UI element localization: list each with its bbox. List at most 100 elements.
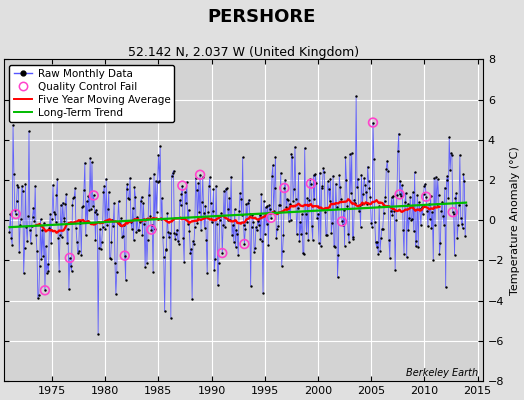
Point [433, 201, 441, 208]
Point [378, 226, 387, 232]
Point [172, 231, 180, 237]
Point [138, 232, 147, 238]
Point [14, 184, 23, 190]
Point [237, 211, 246, 218]
Point [444, 195, 453, 201]
Point [82, 232, 90, 238]
Point [233, 231, 242, 238]
Point [422, 194, 430, 200]
Point [321, 209, 329, 216]
Point [315, 240, 323, 246]
Point [197, 226, 205, 233]
Point [255, 212, 264, 218]
Y-axis label: Temperature Anomaly (°C): Temperature Anomaly (°C) [510, 146, 520, 294]
Point [439, 213, 447, 220]
Point [310, 196, 319, 202]
Point [307, 180, 315, 187]
Point [432, 174, 440, 180]
Point [266, 206, 275, 212]
Point [306, 176, 314, 182]
Point [10, 207, 19, 214]
Point [83, 218, 92, 224]
Text: PERSHORE: PERSHORE [208, 8, 316, 26]
Point [359, 191, 367, 197]
Point [64, 286, 73, 292]
Point [335, 172, 344, 178]
Point [200, 224, 209, 231]
Point [357, 172, 366, 178]
Point [257, 191, 266, 198]
Point [313, 215, 321, 222]
Point [90, 192, 98, 199]
Point [289, 198, 298, 204]
Point [420, 182, 429, 189]
Point [342, 176, 351, 183]
Point [105, 189, 113, 195]
Point [299, 250, 307, 257]
Point [326, 176, 335, 182]
Point [366, 194, 375, 200]
Point [96, 226, 104, 232]
Point [18, 182, 26, 189]
Point [166, 230, 174, 236]
Point [34, 295, 42, 301]
Point [413, 192, 421, 198]
Point [102, 175, 111, 182]
Point [181, 188, 189, 195]
Point [23, 238, 31, 244]
Point [213, 221, 221, 227]
Point [29, 205, 38, 211]
Point [162, 246, 171, 253]
Point [189, 238, 197, 245]
Point [228, 222, 237, 228]
Point [275, 202, 283, 208]
Point [358, 200, 366, 207]
Point [293, 204, 302, 211]
Point [458, 225, 467, 231]
Point [363, 200, 371, 207]
Point [252, 224, 260, 230]
Point [272, 235, 280, 241]
Point [200, 210, 208, 216]
Point [331, 244, 339, 250]
Point [111, 260, 119, 266]
Point [314, 210, 322, 217]
Point [160, 308, 169, 314]
Point [369, 119, 377, 126]
Point [345, 239, 353, 245]
Point [54, 235, 62, 242]
Point [373, 239, 381, 245]
Point [134, 227, 142, 233]
Point [182, 178, 191, 185]
Point [303, 195, 312, 201]
Point [214, 282, 222, 289]
Point [265, 202, 274, 208]
Point [292, 231, 301, 237]
Point [333, 274, 342, 280]
Point [105, 254, 114, 261]
Point [24, 212, 32, 219]
Point [107, 238, 116, 245]
Point [82, 198, 91, 205]
Point [264, 242, 272, 248]
Point [216, 213, 225, 220]
Point [35, 292, 43, 298]
Point [217, 210, 225, 217]
Point [169, 168, 178, 174]
Point [255, 222, 263, 228]
Point [411, 243, 420, 249]
Point [100, 183, 108, 190]
Point [85, 207, 93, 213]
Point [305, 197, 313, 204]
Point [75, 220, 84, 226]
Point [41, 287, 49, 294]
Point [322, 232, 330, 238]
Point [316, 242, 325, 249]
Point [436, 240, 444, 246]
Text: Berkeley Earth: Berkeley Earth [406, 368, 478, 378]
Point [415, 199, 423, 205]
Point [49, 182, 57, 188]
Point [260, 231, 269, 237]
Point [370, 219, 379, 226]
Point [182, 200, 190, 207]
